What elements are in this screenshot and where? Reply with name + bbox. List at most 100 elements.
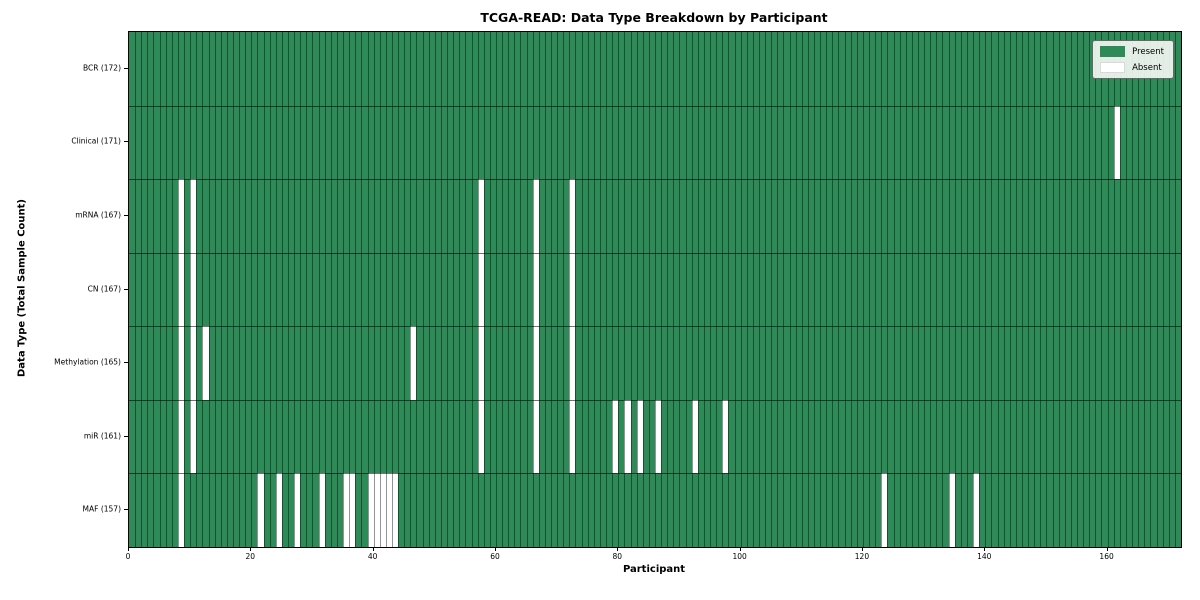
absent-swatch-icon bbox=[1100, 62, 1126, 73]
vertical-grid-line bbox=[710, 32, 712, 547]
vertical-grid-line bbox=[1132, 32, 1134, 547]
vertical-grid-line bbox=[502, 32, 504, 547]
heatmap-absent-cell bbox=[190, 399, 197, 474]
vertical-grid-line bbox=[440, 32, 442, 547]
vertical-grid-line bbox=[190, 32, 192, 547]
vertical-grid-line bbox=[1095, 32, 1097, 547]
vertical-grid-line bbox=[398, 32, 400, 547]
x-tick-mark bbox=[494, 547, 496, 551]
vertical-grid-line bbox=[471, 32, 473, 547]
vertical-grid-line bbox=[1144, 32, 1146, 547]
vertical-grid-line bbox=[294, 32, 296, 547]
y-tick-mark bbox=[124, 509, 128, 511]
legend-label-absent: Absent bbox=[1132, 62, 1162, 73]
vertical-grid-line bbox=[251, 32, 253, 547]
y-axis-label: Data Type (Total Sample Count) bbox=[16, 198, 28, 378]
vertical-grid-line bbox=[1015, 32, 1017, 547]
y-tick-label: Methylation (165) bbox=[54, 357, 121, 367]
x-tick-label: 160 bbox=[1099, 552, 1114, 561]
vertical-grid-line bbox=[551, 32, 553, 547]
vertical-grid-line bbox=[826, 32, 828, 547]
vertical-grid-line bbox=[184, 32, 186, 547]
legend: Present Absent bbox=[1092, 40, 1174, 79]
heatmap-absent-cell bbox=[477, 179, 484, 253]
vertical-grid-line bbox=[1089, 32, 1091, 547]
vertical-grid-line bbox=[1125, 32, 1127, 547]
vertical-grid-line bbox=[1162, 32, 1164, 547]
vertical-grid-line bbox=[924, 32, 926, 547]
vertical-grid-line bbox=[991, 32, 993, 547]
vertical-grid-line bbox=[587, 32, 589, 547]
vertical-grid-line bbox=[373, 32, 375, 547]
vertical-grid-line bbox=[288, 32, 290, 547]
vertical-grid-line bbox=[245, 32, 247, 547]
vertical-grid-line bbox=[930, 32, 932, 547]
vertical-grid-line bbox=[765, 32, 767, 547]
vertical-grid-line bbox=[618, 32, 620, 547]
vertical-grid-line bbox=[850, 32, 852, 547]
vertical-grid-line bbox=[226, 32, 228, 547]
heatmap-absent-cell bbox=[410, 326, 417, 400]
heatmap-absent-cell bbox=[379, 473, 386, 547]
vertical-grid-line bbox=[214, 32, 216, 547]
vertical-grid-line bbox=[862, 32, 864, 547]
vertical-grid-line bbox=[459, 32, 461, 547]
vertical-grid-line bbox=[312, 32, 314, 547]
vertical-grid-line bbox=[306, 32, 308, 547]
heatmap-absent-cell bbox=[294, 473, 301, 547]
heatmap-absent-cell bbox=[655, 399, 662, 474]
vertical-grid-line bbox=[410, 32, 412, 547]
y-tick-label: MAF (157) bbox=[82, 504, 121, 514]
vertical-grid-line bbox=[899, 32, 901, 547]
heatmap-absent-cell bbox=[373, 473, 380, 547]
vertical-grid-line bbox=[165, 32, 167, 547]
heatmap-absent-cell bbox=[691, 399, 698, 474]
heatmap-absent-cell bbox=[569, 179, 576, 253]
vertical-grid-line bbox=[153, 32, 155, 547]
heatmap-absent-cell bbox=[177, 473, 185, 547]
chart-title: TCGA-READ: Data Type Breakdown by Partic… bbox=[480, 10, 828, 25]
vertical-grid-line bbox=[954, 32, 956, 547]
vertical-grid-line bbox=[758, 32, 760, 547]
vertical-grid-line bbox=[581, 32, 583, 547]
vertical-grid-line bbox=[318, 32, 320, 547]
vertical-grid-line bbox=[752, 32, 754, 547]
heatmap-absent-cell bbox=[177, 326, 185, 400]
vertical-grid-line bbox=[807, 32, 809, 547]
vertical-grid-line bbox=[220, 32, 222, 547]
vertical-grid-line bbox=[508, 32, 510, 547]
vertical-grid-line bbox=[495, 32, 497, 547]
x-tick-label: 0 bbox=[125, 552, 131, 561]
vertical-grid-line bbox=[1070, 32, 1072, 547]
heatmap-absent-cell bbox=[177, 179, 185, 253]
vertical-grid-line bbox=[606, 32, 608, 547]
heatmap-absent-cell bbox=[257, 473, 264, 547]
heatmap-absent-cell bbox=[190, 326, 197, 400]
absent-cells-layer bbox=[129, 32, 1181, 547]
vertical-grid-line bbox=[355, 32, 357, 547]
y-tick-mark bbox=[124, 141, 128, 143]
y-tick-label: Clinical (171) bbox=[71, 136, 121, 146]
vertical-grid-line bbox=[856, 32, 858, 547]
vertical-grid-line bbox=[740, 32, 742, 547]
vertical-grid-line bbox=[1107, 32, 1109, 547]
vertical-grid-line bbox=[1138, 32, 1140, 547]
vertical-grid-line bbox=[869, 32, 871, 547]
heatmap-plot-area: Present Absent bbox=[128, 31, 1182, 548]
x-tick-label: 20 bbox=[245, 552, 256, 561]
x-tick-mark bbox=[861, 547, 863, 551]
vertical-grid-line bbox=[447, 32, 449, 547]
y-tick-label: miR (161) bbox=[83, 431, 121, 441]
heatmap-absent-cell bbox=[318, 473, 325, 547]
vertical-grid-line bbox=[177, 32, 179, 547]
vertical-grid-line bbox=[465, 32, 467, 547]
present-swatch-icon bbox=[1100, 46, 1126, 57]
heatmap-absent-cell bbox=[973, 473, 980, 547]
vertical-grid-line bbox=[973, 32, 975, 547]
row-separator-line bbox=[129, 473, 1181, 475]
vertical-grid-line bbox=[832, 32, 834, 547]
vertical-grid-line bbox=[697, 32, 699, 547]
vertical-grid-line bbox=[746, 32, 748, 547]
heatmap-absent-cell bbox=[569, 252, 576, 327]
vertical-grid-line bbox=[679, 32, 681, 547]
